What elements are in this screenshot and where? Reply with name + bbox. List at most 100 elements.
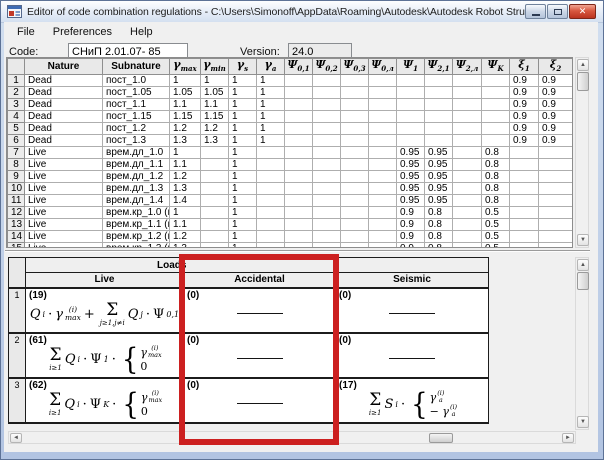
grid-cell[interactable]: 0.9: [538, 86, 572, 100]
row-number[interactable]: 3: [7, 98, 25, 112]
grid-cell[interactable]: [284, 134, 313, 148]
grid-cell[interactable]: [312, 122, 341, 136]
grid-cell[interactable]: [312, 206, 341, 220]
cell-nature[interactable]: Live: [24, 230, 103, 244]
table-row[interactable]: 9 Live врем.дл_1.2 1.2 1 0.95 0.95 0.8: [7, 170, 572, 184]
grid-cell[interactable]: 1: [256, 98, 285, 112]
formula-cell-accidental-2[interactable]: (0): [183, 331, 336, 379]
cell-subnature[interactable]: врем.кр_1.3 (к: [102, 242, 170, 247]
grid-cell[interactable]: [452, 194, 482, 208]
grid-cell[interactable]: 0.9: [509, 74, 539, 88]
grid-cell[interactable]: [452, 170, 482, 184]
grid-cell[interactable]: [284, 110, 313, 124]
cell-nature[interactable]: Dead: [24, 122, 103, 136]
row-number[interactable]: 1: [7, 74, 25, 88]
grid-cell[interactable]: [340, 146, 369, 160]
grid-cell[interactable]: [256, 230, 285, 244]
table-row[interactable]: 1 Dead пост_1.0 1 1 1 1 0.9 0.9: [7, 74, 572, 88]
grid-cell[interactable]: [368, 158, 397, 172]
grid-cell[interactable]: [256, 182, 285, 196]
grid-cell[interactable]: [284, 146, 313, 160]
menu-item-help[interactable]: Help: [130, 25, 153, 38]
grid-cell[interactable]: 0.9: [396, 206, 425, 220]
grid-cell[interactable]: [284, 98, 313, 112]
grid-cell[interactable]: [481, 74, 510, 88]
table-row[interactable]: 13 Live врем.кр_1.1 (к 1.1 1 0.9 0.8 0.5: [7, 218, 572, 232]
grid-cell[interactable]: [312, 98, 341, 112]
row-number[interactable]: 4: [7, 110, 25, 124]
grid-cell[interactable]: [368, 122, 397, 136]
cell-subnature[interactable]: пост_1.05: [102, 86, 170, 100]
grid-cell[interactable]: 1: [228, 86, 257, 100]
grid-cell[interactable]: [368, 86, 397, 100]
grid-cell[interactable]: [452, 218, 482, 232]
grid-cell[interactable]: [340, 242, 369, 247]
cell-nature[interactable]: Dead: [24, 74, 103, 88]
cell-subnature[interactable]: врем.дл_1.2: [102, 170, 170, 184]
grid-cell[interactable]: 0.8: [424, 242, 453, 247]
grid-cell[interactable]: 0.8: [481, 146, 510, 160]
grid-cell[interactable]: 0.9: [396, 230, 425, 244]
table-row[interactable]: 7 Live врем.дл_1.0 1 1 0.95 0.95 0.8: [7, 146, 572, 160]
grid-cell[interactable]: [538, 218, 572, 232]
grid-cell[interactable]: 1: [228, 206, 257, 220]
grid-cell[interactable]: [340, 86, 369, 100]
grid-cell[interactable]: [284, 242, 313, 247]
grid-cell[interactable]: 0.9: [396, 242, 425, 247]
grid-cell[interactable]: [424, 98, 453, 112]
grid-cell[interactable]: [368, 182, 397, 196]
grid-cell[interactable]: [284, 86, 313, 100]
scroll-up-button[interactable]: ▲: [577, 259, 589, 271]
grid-cell[interactable]: 0.9: [509, 98, 539, 112]
grid-cell[interactable]: [538, 146, 572, 160]
cell-nature[interactable]: Live: [24, 206, 103, 220]
grid-cell[interactable]: [256, 158, 285, 172]
grid-cell[interactable]: [396, 98, 425, 112]
grid-cell[interactable]: [256, 146, 285, 160]
grid-cell[interactable]: 1.4: [169, 194, 201, 208]
cell-subnature[interactable]: врем.дл_1.4: [102, 194, 170, 208]
row-number[interactable]: 6: [7, 134, 25, 148]
grid-cell[interactable]: 1: [256, 86, 285, 100]
grid-cell[interactable]: 1: [228, 122, 257, 136]
grid-cell[interactable]: [396, 74, 425, 88]
grid-cell[interactable]: 1: [228, 110, 257, 124]
cell-nature[interactable]: Dead: [24, 86, 103, 100]
grid-cell[interactable]: 1: [228, 230, 257, 244]
grid-cell[interactable]: [368, 98, 397, 112]
grid-cell[interactable]: 1.05: [200, 86, 229, 100]
grid-cell[interactable]: 1.1: [200, 98, 229, 112]
grid-cell[interactable]: [368, 74, 397, 88]
grid-cell[interactable]: [256, 194, 285, 208]
grid-cell[interactable]: [340, 230, 369, 244]
grid-cell[interactable]: 1: [256, 110, 285, 124]
cell-subnature[interactable]: врем.дл_1.3: [102, 182, 170, 196]
grid-cell[interactable]: 1: [169, 206, 201, 220]
scrollbar-thumb[interactable]: [429, 433, 453, 443]
grid-cell[interactable]: [509, 230, 539, 244]
grid-cell[interactable]: 0.8: [424, 230, 453, 244]
table-row[interactable]: 6 Dead пост_1.3 1.3 1.3 1 1 0.9 0.9: [7, 134, 572, 148]
grid-cell[interactable]: [452, 86, 482, 100]
table-row[interactable]: 3 Dead пост_1.1 1.1 1.1 1 1 0.9 0.9: [7, 98, 572, 112]
grid-cell[interactable]: [256, 242, 285, 247]
grid-cell[interactable]: [481, 98, 510, 112]
grid-cell[interactable]: 0.95: [424, 182, 453, 196]
grid-cell[interactable]: [509, 146, 539, 160]
row-number[interactable]: 11: [7, 194, 25, 208]
grid-cell[interactable]: 1: [228, 158, 257, 172]
scroll-right-button[interactable]: ►: [562, 433, 574, 443]
grid-cell[interactable]: [368, 242, 397, 247]
grid-cell[interactable]: 1: [228, 194, 257, 208]
table-row[interactable]: 11 Live врем.дл_1.4 1.4 1 0.95 0.95 0.8: [7, 194, 572, 208]
cell-nature[interactable]: Live: [24, 158, 103, 172]
grid-cell[interactable]: 0.95: [396, 146, 425, 160]
table-row[interactable]: 15 Live врем.кр_1.3 (к 1.3 1 0.9 0.8 0.5: [7, 242, 572, 247]
cell-nature[interactable]: Live: [24, 218, 103, 232]
grid-cell[interactable]: [340, 110, 369, 124]
grid-cell[interactable]: 1: [169, 146, 201, 160]
grid-cell[interactable]: [481, 86, 510, 100]
grid-cell[interactable]: [284, 230, 313, 244]
grid-cell[interactable]: 1: [228, 146, 257, 160]
